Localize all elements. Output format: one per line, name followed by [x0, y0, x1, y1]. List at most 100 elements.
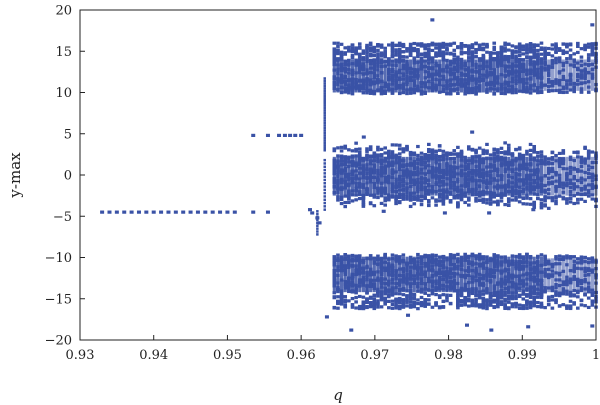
data-streak [528, 59, 533, 93]
data-point [579, 298, 584, 303]
data-point [568, 200, 573, 204]
data-point [561, 255, 566, 259]
data-point [332, 49, 337, 53]
data-point [485, 151, 489, 155]
data-point [532, 205, 537, 209]
data-point [323, 99, 326, 102]
data-point [332, 54, 337, 58]
data-point [474, 299, 478, 304]
data-point [336, 48, 340, 52]
data-point [343, 194, 348, 198]
data-streak [481, 156, 485, 196]
data-streak [354, 156, 358, 196]
data-point [354, 154, 358, 158]
data-point [416, 196, 420, 201]
data-streak [358, 256, 362, 293]
data-point [332, 306, 337, 310]
data-point [466, 294, 471, 298]
data-point [159, 210, 164, 214]
data-point [586, 42, 591, 46]
data-streak [547, 59, 551, 91]
data-point [528, 293, 533, 297]
data-point [383, 300, 387, 304]
data-point [499, 294, 504, 298]
data-point [459, 52, 464, 56]
data-point [361, 302, 366, 306]
data-point [397, 296, 402, 301]
data-streak [434, 256, 438, 293]
data-point [546, 302, 551, 306]
data-point [339, 154, 344, 158]
data-point [459, 46, 464, 50]
data-point [390, 194, 395, 198]
data-point [401, 55, 406, 59]
data-point [394, 154, 398, 158]
data-point [405, 91, 409, 96]
data-point [514, 195, 518, 200]
data-point [368, 303, 373, 307]
data-point [412, 41, 417, 46]
data-streak [398, 59, 402, 93]
data-point [376, 55, 380, 59]
data-point [503, 41, 507, 45]
data-point [332, 149, 337, 153]
data-point [427, 142, 431, 146]
data-point [488, 57, 493, 61]
data-point [452, 149, 457, 153]
data-point [412, 195, 417, 199]
data-point [517, 294, 522, 299]
data-point [503, 306, 507, 310]
data-point [419, 304, 424, 308]
data-point [376, 305, 380, 309]
data-point [448, 43, 453, 47]
data-point [481, 55, 486, 59]
data-point [583, 304, 587, 308]
data-point [416, 298, 420, 302]
data-point [372, 92, 377, 96]
data-streak [576, 258, 580, 293]
data-point [405, 294, 409, 298]
data-point [350, 92, 355, 96]
data-point [401, 150, 406, 154]
data-streak [558, 258, 562, 293]
data-point [350, 296, 355, 301]
data-point [576, 150, 580, 154]
x-axis-label: q [333, 386, 343, 404]
data-point [323, 162, 326, 165]
data-point [474, 91, 478, 95]
data-point [554, 195, 558, 200]
data-point [543, 204, 547, 208]
data-point [408, 198, 413, 202]
data-point [543, 51, 547, 55]
data-point [470, 252, 475, 257]
data-point [408, 50, 413, 55]
data-point [332, 296, 337, 300]
data-point [332, 147, 337, 151]
data-point [376, 294, 380, 298]
data-point [499, 194, 504, 198]
data-point [336, 44, 340, 48]
data-point [550, 43, 555, 47]
data-point [506, 149, 511, 153]
data-point [536, 54, 540, 58]
data-point [481, 46, 486, 50]
data-streak [514, 156, 518, 196]
data-point [441, 50, 446, 54]
data-point [361, 306, 366, 310]
data-point [357, 254, 362, 258]
data-point [561, 303, 566, 307]
data-point [568, 299, 573, 303]
data-point [539, 295, 544, 300]
data-point [390, 306, 395, 310]
data-point [441, 199, 446, 204]
data-point [376, 48, 380, 52]
data-point [368, 296, 373, 300]
data-streak [445, 256, 449, 293]
data-point [401, 301, 406, 305]
data-point [463, 303, 467, 307]
data-point [481, 292, 486, 296]
data-streak [372, 156, 376, 196]
data-point [430, 149, 435, 153]
data-streak [459, 256, 464, 293]
data-point [434, 253, 438, 258]
